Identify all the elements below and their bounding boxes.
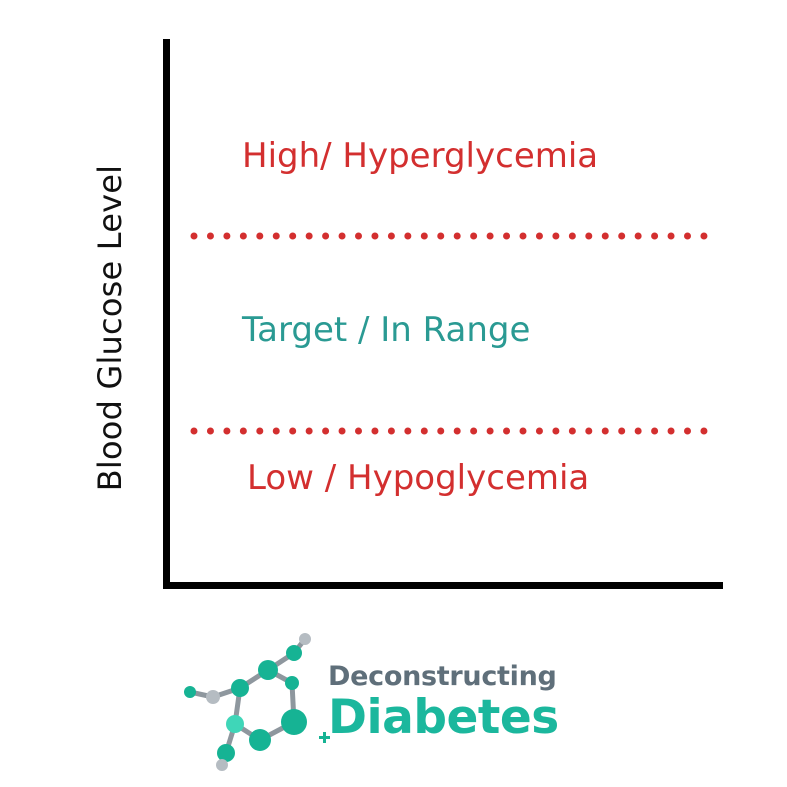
zone-label-target: Target / In Range — [242, 310, 531, 350]
molecule-icon — [184, 633, 330, 771]
lower-threshold-dotted-line — [190, 427, 708, 435]
logo-text-diabetes: Diabetes — [328, 690, 559, 745]
y-axis-line — [163, 39, 170, 588]
upper-threshold-dotted-line — [190, 232, 708, 240]
zone-label-low: Low / Hypoglycemia — [247, 458, 590, 498]
y-axis-label: Blood Glucose Level — [91, 164, 129, 492]
zone-label-high: High/ Hyperglycemia — [242, 136, 599, 176]
logo-text-deconstructing: Deconstructing — [328, 661, 557, 692]
deconstructing-diabetes-logo: Deconstructing Diabetes — [180, 625, 640, 775]
x-axis-line — [163, 582, 723, 589]
